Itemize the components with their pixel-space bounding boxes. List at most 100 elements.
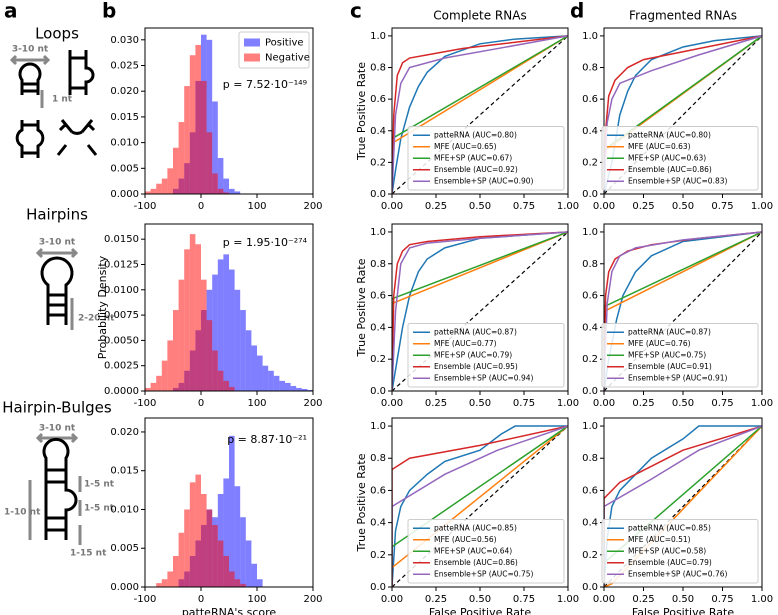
x-tick-label: -100 [134, 594, 157, 605]
histogram-bar [262, 365, 269, 391]
legend-label: Ensemble+SP (AUC=0.75) [434, 569, 533, 578]
histogram-bar [201, 493, 207, 587]
x-tick-label: 1.00 [557, 594, 579, 605]
y-tick-label: 0.8 [370, 453, 386, 464]
x-tick-label: 0 [198, 201, 204, 212]
diagram-note: 1 nt [52, 95, 73, 105]
chart-panel: 0.00 0.25 0.50 0.75 1.00 0.0 0.2 0.4 0.6 0.8 1.0 Fa… [582, 417, 773, 615]
histogram-bar [279, 380, 285, 391]
roc-curve [604, 35, 762, 194]
legend-label: MFE+SP (AUC=0.58) [628, 546, 706, 555]
x-axis-label: False Positive Rate [632, 606, 734, 615]
legend-label: MFE+SP (AUC=0.63) [628, 153, 706, 162]
diagram-note: 1-5 nt [84, 504, 115, 514]
chart-panel: -100 0 100 200 0.000 0.005 0.010 0.015 0.020 patt… [110, 417, 323, 615]
annotation: p = 7.52·10⁻¹⁴⁹ [223, 78, 307, 91]
y-tick-label: 0.4 [582, 518, 598, 529]
y-tick-label: 0.0150 [104, 234, 139, 245]
roc-curve [392, 425, 568, 587]
legend-label: MFE (AUC=0.51) [628, 535, 691, 544]
y-tick-label: 0.000 [110, 189, 139, 200]
histogram-bar [307, 389, 313, 391]
y-tick-label: 0.0 [370, 582, 386, 593]
y-tick-label: 0.0 [582, 386, 598, 397]
roc-curve [392, 231, 568, 391]
x-tick-label: 0.00 [381, 201, 403, 212]
histogram-bar [240, 583, 246, 587]
y-tick-label: 0.6 [370, 291, 386, 302]
chart-panel: 0.00 0.25 0.50 0.75 1.00 0.0 0.2 0.4 0.6 0.8 1.0 pa… [582, 223, 773, 409]
histogram-bar [229, 386, 235, 391]
histogram-bar [234, 191, 241, 194]
legend-label: Ensemble (AUC=0.92) [434, 165, 518, 174]
y-tick-label: 1.0 [582, 421, 598, 432]
histogram-bar [217, 158, 224, 194]
y-tick-label: 0.2 [582, 157, 598, 168]
x-tick-label: 0.50 [672, 398, 694, 409]
diagram-title: Loops [35, 25, 79, 43]
legend-label: Ensemble+SP (AUC=0.90) [434, 176, 533, 185]
legend-label: Ensemble (AUC=0.79) [628, 558, 712, 567]
y-tick-label: 0.005 [110, 163, 139, 174]
legend-label: Ensemble+SP (AUC=0.76) [628, 569, 727, 578]
histogram-bar [223, 192, 229, 194]
legend-label: patteRNA (AUC=0.87) [628, 327, 711, 336]
histogram-bar [184, 509, 190, 587]
histogram-bar [156, 583, 162, 587]
x-tick-label: 0.00 [593, 398, 615, 409]
histogram-bar [195, 244, 201, 391]
legend-label: MFE+SP (AUC=0.79) [434, 350, 512, 359]
y-axis-label: Probability Density [96, 255, 109, 359]
roc-curve [392, 425, 568, 587]
x-tick-label: 0.75 [513, 594, 535, 605]
legend-label: MFE (AUC=0.63) [628, 142, 691, 151]
histogram-bar [229, 188, 235, 194]
multiloop [56, 119, 98, 156]
x-tick-label: 200 [303, 398, 322, 409]
y-tick-label: 0.0050 [104, 335, 139, 346]
x-tick-label: 1.00 [751, 201, 773, 212]
histogram-bar [178, 532, 185, 587]
legend-label: Negative [265, 53, 310, 64]
histogram-bar [145, 191, 151, 194]
annotation: p = 8.87·10⁻²¹ [227, 433, 307, 446]
y-tick-label: 0.020 [110, 427, 139, 438]
x-tick-label: 0.25 [425, 594, 447, 605]
y-tick-label: 1.0 [582, 31, 598, 42]
y-tick-label: 0.2 [582, 354, 598, 365]
histogram-bar [217, 370, 224, 391]
axes-frame [144, 27, 314, 195]
histogram-bar [212, 350, 218, 391]
histogram-bar [273, 375, 280, 391]
x-tick-label: -100 [134, 398, 157, 409]
histogram-bar [229, 269, 235, 391]
histogram-bar [290, 385, 297, 391]
x-tick-label: 0.25 [425, 398, 447, 409]
histogram-bar [161, 360, 168, 391]
loop-shape [18, 62, 42, 95]
histogram-bar [223, 380, 229, 391]
histogram-bar [189, 55, 196, 194]
diagram-note: 2-20 nt [78, 314, 115, 324]
y-tick-label: 0.020 [110, 86, 139, 97]
x-tick-label: 0.50 [672, 201, 694, 212]
y-tick-label: 0.0025 [104, 361, 139, 372]
histogram-bar [217, 493, 224, 587]
y-tick-label: 0.000 [110, 582, 139, 593]
x-tick-label: 200 [303, 201, 322, 212]
chart-title: Complete RNAs [433, 9, 526, 23]
y-tick-label: 0.6 [582, 291, 598, 302]
axes-frame [603, 223, 763, 392]
histogram-bar [206, 320, 213, 391]
y-tick-label: 0.015 [110, 466, 139, 477]
y-tick-label: 1.0 [370, 421, 386, 432]
y-tick-label: 0.4 [370, 126, 386, 137]
y-tick-label: 0.8 [582, 453, 598, 464]
y-tick-label: 0.2 [582, 550, 598, 561]
histogram-bar [240, 310, 246, 391]
panel-letter: a [4, 0, 18, 23]
roc-curve [392, 35, 568, 194]
diagram-note: 3-10 nt [39, 424, 76, 434]
reference-diagonal [392, 425, 568, 587]
legend-label: Positive [265, 38, 304, 49]
